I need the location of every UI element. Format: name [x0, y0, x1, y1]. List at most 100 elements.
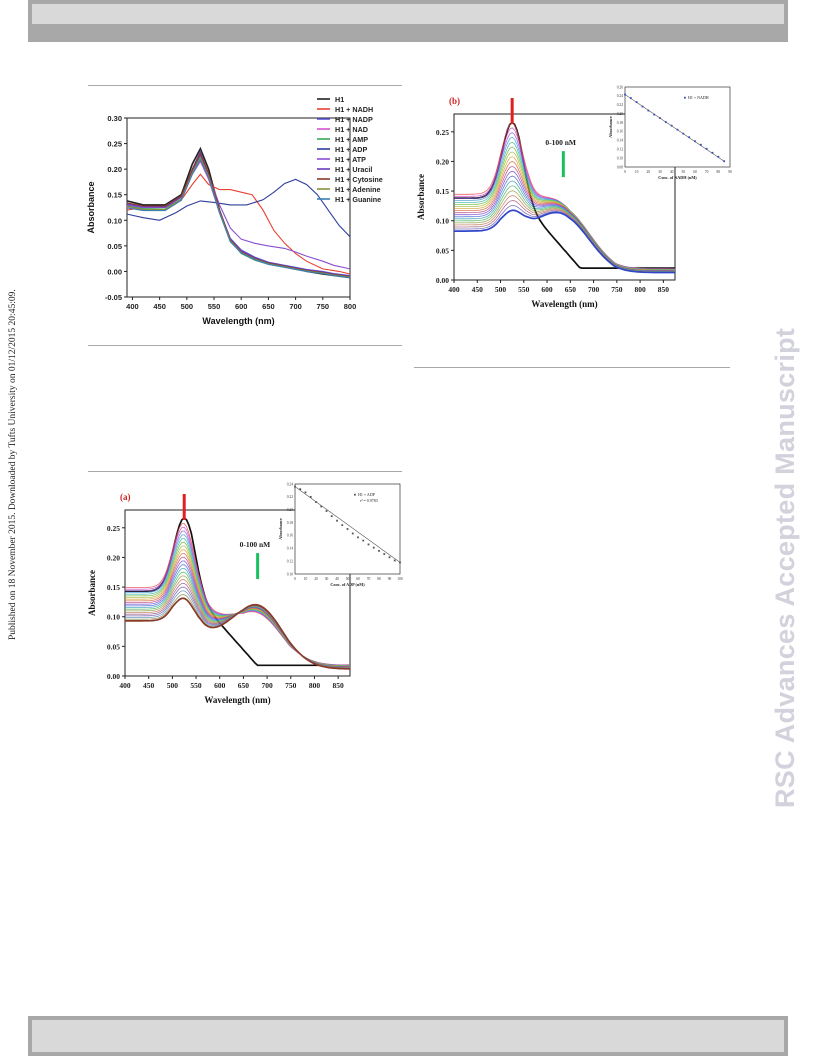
inset-data-point: [315, 501, 317, 503]
x-tick-label: 550: [190, 681, 202, 690]
x-tick-label: 550: [208, 302, 221, 311]
inset-data-point: [676, 128, 679, 131]
inset-data-point: [357, 536, 359, 539]
series-line: [126, 146, 351, 279]
inset-x-tick-label: 30: [658, 170, 662, 174]
red-arrow-marker: [510, 98, 514, 124]
inset-data-point: [309, 495, 312, 498]
inset-data-point: [705, 147, 708, 150]
series-line: [126, 151, 351, 278]
x-tick-label: 700: [261, 681, 273, 690]
inset-data-point: [393, 559, 396, 562]
inset-data-point: [367, 543, 370, 546]
y-tick-label: 0.20: [107, 553, 120, 562]
inset-y-tick-label: 0.14: [617, 139, 623, 143]
inset-x-tick-label: 70: [705, 170, 709, 174]
y-tick-label: 0.30: [107, 114, 122, 123]
legend-entry: H1 + ATP: [335, 155, 366, 164]
panel-label: (a): [120, 492, 131, 502]
inset-legend-marker: [354, 493, 356, 496]
inset-x-tick-label: 20: [647, 170, 651, 174]
y-tick-label: 0.10: [436, 217, 449, 226]
y-tick-label: 0.25: [436, 128, 449, 137]
inset-x-tick-label: 30: [325, 577, 329, 581]
inset-data-point: [670, 124, 673, 127]
x-tick-label: 450: [472, 285, 484, 294]
inset-x-tick-label: 60: [356, 577, 360, 581]
y-tick-label: 0.05: [107, 242, 122, 251]
inset-data-point: [624, 93, 626, 96]
inset-data-point: [362, 539, 365, 542]
inset-y-tick-label: 0.22: [617, 103, 623, 107]
x-tick-label: 550: [518, 285, 530, 294]
inset-y-tick-label: 0.18: [617, 121, 623, 125]
inset-y-tick-label: 0.16: [287, 534, 293, 538]
inset-data-point: [294, 485, 296, 488]
legend-entry: H1 + Uracil: [335, 165, 372, 174]
x-tick-label: 650: [262, 302, 275, 311]
inset-data-point: [659, 117, 661, 120]
watermark-text: RSC Advances Accepted Manuscript: [770, 327, 800, 808]
series-line: [126, 178, 351, 238]
watermark: RSC Advances Accepted Manuscript: [768, 240, 804, 810]
inset-legend-entry: H1 + NADH: [688, 95, 709, 100]
inset-y-tick-label: 0.22: [287, 495, 293, 499]
legend-entry: H1 + Cytosine: [335, 175, 383, 184]
inset-fit-line: [294, 486, 401, 563]
legend-entry: H1 + NADH: [335, 105, 373, 114]
inset-data-point: [641, 105, 644, 108]
publication-note-text: Published on 18 November 2015. Downloade…: [8, 289, 18, 640]
x-tick-label: 500: [495, 285, 507, 294]
inset-data-point: [653, 113, 656, 116]
y-tick-label: 0.20: [436, 157, 449, 166]
x-tick-label: 600: [214, 681, 226, 690]
y-tick-label: 0.25: [107, 140, 122, 149]
inset-x-tick-label: 80: [377, 577, 381, 581]
inset-y-tick-label: 0.26: [617, 85, 623, 89]
inset-y-tick-label: 0.16: [617, 130, 623, 134]
inset-x-axis-label: Conc. of NADH (nM): [658, 175, 697, 180]
inset-y-tick-label: 0.18: [287, 521, 293, 525]
x-tick-label: 500: [181, 302, 194, 311]
inset-y-tick-label: 0.20: [287, 508, 293, 512]
x-tick-label: 700: [289, 302, 302, 311]
green-arrow-marker: [561, 151, 565, 178]
x-tick-label: 650: [238, 681, 250, 690]
inset-x-tick-label: 10: [635, 170, 639, 174]
plot-frame: [124, 509, 351, 677]
inset-y-axis-label: Absorbance: [278, 518, 283, 540]
inset-data-point: [664, 121, 667, 124]
inset-data-point: [688, 136, 691, 139]
inset-x-tick-label: 20: [314, 577, 318, 581]
x-tick-label: 750: [611, 285, 623, 294]
inset-y-axis-label: Absorbance: [608, 116, 613, 138]
inset-x-tick-label: 90: [728, 170, 732, 174]
x-tick-label: 850: [333, 681, 345, 690]
x-tick-label: 850: [658, 285, 670, 294]
inset-x-tick-label: 100: [397, 577, 403, 581]
inset-data-point: [647, 109, 650, 112]
y-axis-label: Absorbance: [87, 570, 97, 616]
series-line: [126, 158, 351, 279]
inset-y-tick-label: 0.10: [287, 572, 293, 576]
inset-x-tick-label: 10: [304, 577, 308, 581]
inset-x-tick-label: 40: [335, 577, 339, 581]
legend-entry: H1: [335, 95, 344, 104]
header-band: [28, 0, 788, 42]
figure-rule: [88, 471, 402, 472]
concentration-annotation: 0-100 nM: [545, 138, 576, 147]
chart-panel-b: 400 450 500 550 600 650 700 750 800 8500.000.050.…: [416, 85, 732, 309]
titration-curve: [454, 209, 675, 274]
inset-y-tick-label: 0.24: [617, 94, 623, 98]
titration-curve: [125, 597, 351, 670]
y-tick-label: 0.10: [107, 216, 122, 225]
inset-data-point: [717, 155, 720, 158]
series-line: [126, 149, 351, 277]
figure-rule: [88, 345, 402, 346]
y-tick-label: 0.15: [107, 191, 122, 200]
y-tick-label: 0.05: [107, 642, 120, 651]
legend-entry: H1 + ADP: [335, 145, 367, 154]
x-axis-label: Wavelength (nm): [204, 695, 270, 705]
legend-entry: H1 + Guanine: [335, 195, 381, 204]
x-tick-label: 400: [126, 302, 139, 311]
